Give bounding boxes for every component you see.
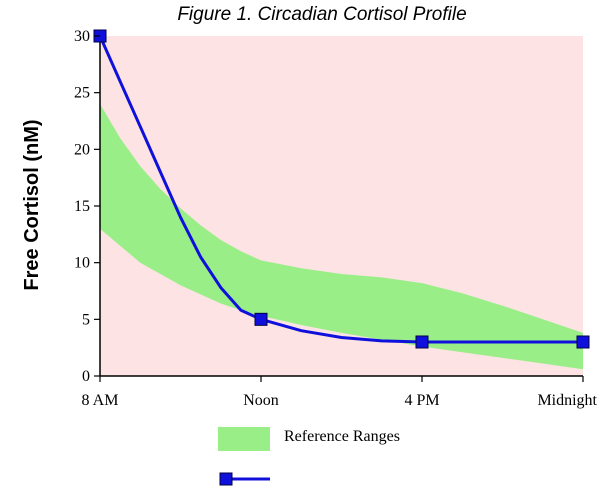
x-tick-label: Noon <box>243 392 279 409</box>
x-tick-label: 4 PM <box>404 392 439 409</box>
y-axis-label: Free Cortisol (nM) <box>21 119 43 290</box>
y-tick-label: 0 <box>82 368 90 385</box>
legend-swatch-marker <box>219 472 233 486</box>
y-tick-label: 10 <box>74 255 90 272</box>
data-point-marker <box>576 335 590 349</box>
y-tick-label: 20 <box>74 141 90 158</box>
data-point-marker <box>415 335 429 349</box>
data-point-marker <box>254 312 268 326</box>
chart-title: Figure 1. Circadian Cortisol Profile <box>177 4 466 25</box>
y-tick-label: 25 <box>74 85 90 102</box>
x-tick-label: 8 AM <box>82 392 119 409</box>
y-tick-label: 15 <box>74 198 90 215</box>
legend-label-band: Reference Ranges <box>284 428 400 445</box>
y-tick-label: 30 <box>74 28 90 45</box>
reference-range-band <box>100 104 583 370</box>
legend-swatch-band <box>218 427 270 451</box>
series-line <box>98 35 583 344</box>
x-tick-label: Midnight <box>537 392 597 409</box>
y-tick-label: 5 <box>82 311 90 328</box>
